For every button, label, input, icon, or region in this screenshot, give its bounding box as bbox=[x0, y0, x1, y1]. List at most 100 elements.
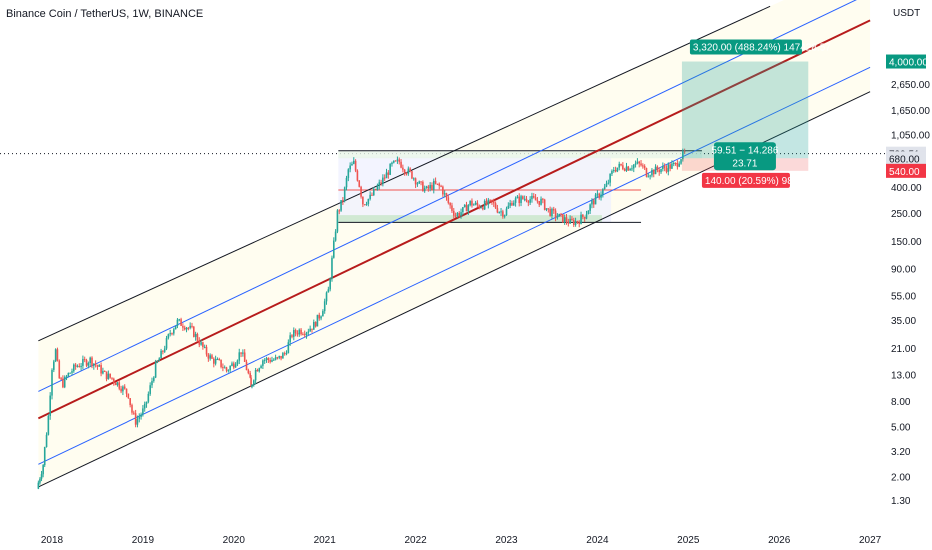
candle-body bbox=[674, 162, 677, 164]
candle-body bbox=[425, 186, 428, 188]
candle-body bbox=[71, 371, 73, 373]
candle-body bbox=[562, 214, 564, 223]
candle-body bbox=[129, 398, 131, 405]
candle-body bbox=[634, 163, 637, 165]
candle-body bbox=[216, 359, 219, 361]
candle-body bbox=[463, 204, 466, 208]
candle-body bbox=[643, 165, 646, 169]
candle-body bbox=[176, 319, 179, 326]
candle-body bbox=[118, 382, 121, 389]
y-tick-label: 250.00 bbox=[891, 209, 922, 220]
candle-body bbox=[632, 164, 635, 169]
candle-body bbox=[37, 482, 40, 489]
candle-body bbox=[318, 314, 321, 319]
candle-body bbox=[574, 221, 577, 225]
candle-body bbox=[336, 210, 339, 232]
candle-body bbox=[67, 372, 70, 377]
candle-body bbox=[314, 321, 317, 327]
x-tick-label: 2020 bbox=[223, 535, 246, 546]
candle-body bbox=[282, 353, 284, 359]
candle-body bbox=[645, 168, 648, 177]
candle-body bbox=[442, 186, 444, 195]
x-tick-label: 2024 bbox=[586, 535, 609, 546]
candle-body bbox=[576, 221, 579, 223]
candle-body bbox=[149, 385, 151, 394]
candle-body bbox=[49, 395, 51, 416]
candle-body bbox=[552, 208, 555, 211]
y-tick-label: 1.30 bbox=[891, 496, 911, 507]
candle-body bbox=[323, 301, 326, 312]
candle-body bbox=[180, 319, 182, 326]
candle-body bbox=[236, 360, 239, 365]
candle-body bbox=[365, 203, 368, 205]
candle-body bbox=[436, 183, 439, 185]
candle-body bbox=[407, 168, 410, 174]
candle-body bbox=[169, 333, 171, 335]
candle-body bbox=[627, 166, 630, 171]
candle-body bbox=[267, 358, 270, 360]
time-axis-bg[interactable] bbox=[0, 524, 932, 550]
candle-body bbox=[220, 359, 222, 368]
candle-body bbox=[93, 363, 95, 366]
candle-body bbox=[672, 162, 675, 164]
y-tick-label: 2.00 bbox=[891, 472, 911, 483]
entry-price-badge-box bbox=[886, 151, 926, 166]
candle-body bbox=[125, 388, 128, 394]
candle-body bbox=[582, 214, 584, 217]
candle-body bbox=[631, 168, 633, 170]
channel-line-median[interactable] bbox=[37, 19, 871, 420]
candle-body bbox=[378, 182, 381, 187]
candle-body bbox=[409, 168, 411, 172]
candle-body bbox=[347, 169, 350, 178]
candle-body bbox=[474, 202, 477, 205]
candle-body bbox=[571, 218, 573, 221]
x-tick-label: 2025 bbox=[677, 535, 700, 546]
candle-body bbox=[683, 151, 686, 153]
candle-body bbox=[74, 364, 77, 367]
candle-body bbox=[178, 319, 181, 321]
candle-body bbox=[532, 195, 535, 198]
candle-body bbox=[325, 292, 328, 302]
candle-body bbox=[213, 358, 215, 364]
candle-body bbox=[83, 359, 86, 361]
candle-body bbox=[429, 185, 431, 189]
candle-body bbox=[432, 180, 435, 190]
candle-body bbox=[256, 369, 259, 372]
candle-body bbox=[271, 359, 273, 362]
x-tick-label: 2026 bbox=[768, 535, 791, 546]
candle-body bbox=[485, 200, 488, 205]
stop-label-box bbox=[701, 172, 790, 188]
currency-label[interactable]: USDT bbox=[893, 8, 920, 19]
candle-body bbox=[647, 176, 650, 178]
candle-body bbox=[78, 366, 81, 368]
candle-body bbox=[518, 196, 521, 203]
annotation-box-layer bbox=[338, 150, 702, 223]
candle-body bbox=[458, 212, 461, 216]
candle-body bbox=[142, 408, 144, 415]
candle-body bbox=[449, 202, 451, 206]
target-zone[interactable] bbox=[681, 61, 809, 159]
candle-body bbox=[503, 215, 506, 217]
candle-body bbox=[514, 198, 517, 203]
candle-body bbox=[563, 217, 566, 223]
candle-body bbox=[549, 209, 551, 216]
candle-body bbox=[320, 316, 322, 319]
candle-body bbox=[300, 329, 302, 335]
candle-body bbox=[403, 169, 406, 174]
candle-body bbox=[602, 189, 604, 195]
candle-body bbox=[76, 366, 79, 368]
support-zone bbox=[338, 215, 602, 223]
candle-body bbox=[516, 196, 519, 199]
candle-body bbox=[405, 173, 408, 175]
y-tick-label: 8.00 bbox=[891, 397, 911, 408]
candle-body bbox=[511, 202, 513, 206]
candle-body bbox=[663, 166, 666, 169]
candle-body bbox=[480, 207, 482, 209]
candle-body bbox=[187, 327, 190, 329]
price-axis-bg[interactable] bbox=[885, 0, 932, 550]
candle-body bbox=[171, 333, 173, 335]
channel-line-inner-lower[interactable] bbox=[38, 66, 871, 465]
candle-body bbox=[287, 342, 290, 354]
y-tick-label: 5.00 bbox=[891, 422, 911, 433]
